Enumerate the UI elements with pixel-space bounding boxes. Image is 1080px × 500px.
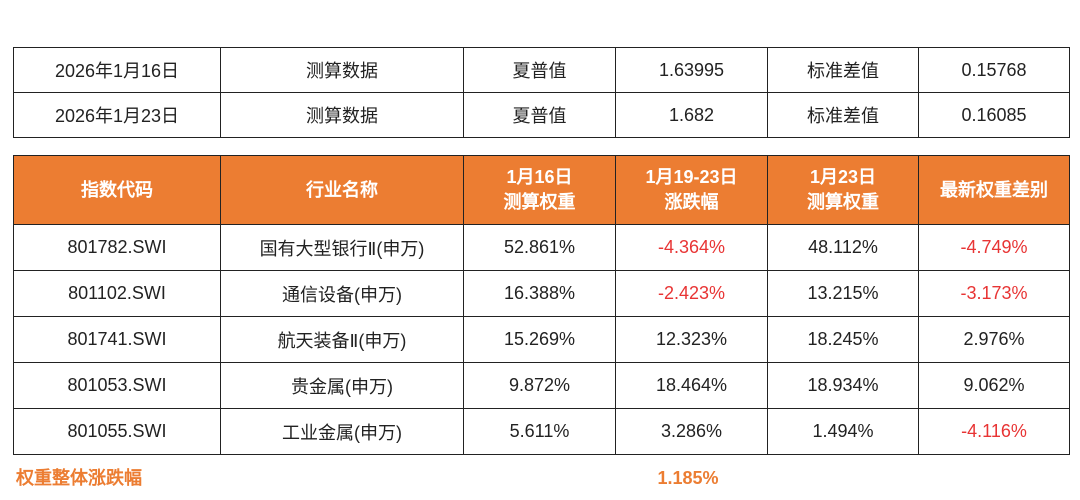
weights-header-row: 指数代码 行业名称 1月16日 测算权重 1月19-23日 涨跌幅 1月23日 … (13, 155, 1070, 225)
industry-name: 工业金属(申万) (220, 408, 464, 455)
change-value: -4.364% (615, 224, 768, 271)
summary-table: 2026年1月16日 测算数据 夏普值 1.63995 标准差值 0.15768… (13, 47, 1070, 138)
overall-change-value: 1.185% (657, 468, 719, 488)
sharpe-value: 1.63995 (615, 47, 768, 93)
header-weight-jan16-line1: 1月16日 (506, 167, 573, 187)
weight-jan16: 52.861% (463, 224, 616, 271)
index-code: 801782.SWI (13, 224, 221, 271)
header-change: 1月19-23日 涨跌幅 (615, 155, 768, 225)
summary-date: 2026年1月23日 (13, 92, 221, 138)
table-row: 801055.SWI 工业金属(申万) 5.611% 3.286% 1.494%… (13, 408, 1070, 455)
change-value: 12.323% (615, 316, 768, 363)
weight-jan23: 18.934% (767, 362, 919, 409)
weight-diff: -3.173% (918, 270, 1070, 317)
std-value: 0.15768 (918, 47, 1070, 93)
weight-diff: -4.749% (918, 224, 1070, 271)
std-label: 标准差值 (767, 92, 919, 138)
header-weight-jan23: 1月23日 测算权重 (767, 155, 919, 225)
industry-name: 航天装备Ⅱ(申万) (220, 316, 464, 363)
index-code: 801053.SWI (13, 362, 221, 409)
weight-jan23: 48.112% (767, 224, 919, 271)
industry-name: 贵金属(申万) (220, 362, 464, 409)
header-weight-diff: 最新权重差别 (918, 155, 1070, 225)
header-weight-jan23-line2: 测算权重 (807, 192, 879, 212)
weight-diff: -4.116% (918, 408, 1070, 455)
summary-row: 2026年1月16日 测算数据 夏普值 1.63995 标准差值 0.15768 (13, 47, 1070, 93)
summary-type: 测算数据 (220, 47, 464, 93)
header-index-code: 指数代码 (13, 155, 221, 225)
table-row: 801053.SWI 贵金属(申万) 9.872% 18.464% 18.934… (13, 362, 1070, 409)
table-row: 801102.SWI 通信设备(申万) 16.388% -2.423% 13.2… (13, 270, 1070, 317)
summary-type: 测算数据 (220, 92, 464, 138)
weight-jan23: 13.215% (767, 270, 919, 317)
weight-jan16: 15.269% (463, 316, 616, 363)
header-change-line2: 涨跌幅 (664, 192, 719, 212)
header-industry-name: 行业名称 (220, 155, 464, 225)
header-change-line1: 1月19-23日 (645, 167, 738, 187)
index-code: 801102.SWI (13, 270, 221, 317)
weight-diff: 2.976% (918, 316, 1070, 363)
weight-jan23: 1.494% (767, 408, 919, 455)
header-weight-jan23-line1: 1月23日 (809, 167, 877, 187)
change-value: 3.286% (615, 408, 768, 455)
weights-table: 指数代码 行业名称 1月16日 测算权重 1月19-23日 涨跌幅 1月23日 … (13, 155, 1070, 455)
change-value: -2.423% (615, 270, 768, 317)
index-code: 801741.SWI (13, 316, 221, 363)
weight-diff: 9.062% (918, 362, 1070, 409)
weight-jan16: 16.388% (463, 270, 616, 317)
table-row: 801782.SWI 国有大型银行Ⅱ(申万) 52.861% -4.364% 4… (13, 224, 1070, 271)
weight-jan16: 9.872% (463, 362, 616, 409)
weight-jan16: 5.611% (463, 408, 616, 455)
sharpe-label: 夏普值 (463, 47, 616, 93)
header-weight-jan16: 1月16日 测算权重 (463, 155, 616, 225)
industry-name: 国有大型银行Ⅱ(申万) (220, 224, 464, 271)
index-code: 801055.SWI (13, 408, 221, 455)
change-value: 18.464% (615, 362, 768, 409)
summary-row: 2026年1月23日 测算数据 夏普值 1.682 标准差值 0.16085 (13, 92, 1070, 138)
sharpe-value: 1.682 (615, 92, 768, 138)
sharpe-label: 夏普值 (463, 92, 616, 138)
summary-date: 2026年1月16日 (13, 47, 221, 93)
header-weight-jan16-line2: 测算权重 (503, 192, 576, 212)
std-label: 标准差值 (767, 47, 919, 93)
table-row: 801741.SWI 航天装备Ⅱ(申万) 15.269% 12.323% 18.… (13, 316, 1070, 363)
overall-change-label: 权重整体涨跌幅 (16, 468, 142, 488)
industry-name: 通信设备(申万) (220, 270, 464, 317)
weight-jan23: 18.245% (767, 316, 919, 363)
std-value: 0.16085 (918, 92, 1070, 138)
